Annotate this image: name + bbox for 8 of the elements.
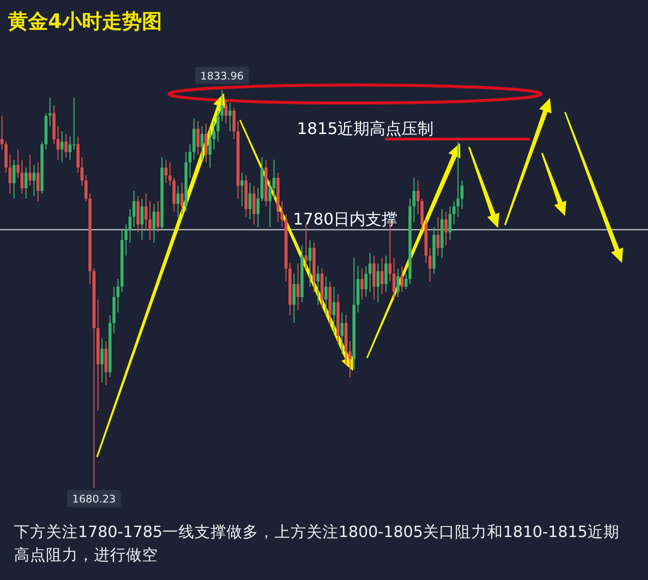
annotation: 下方关注1780-1785一线支撑做多，上方关注1800-1805关口阻力和1810-1815近期高点阻力，进行做空 [14, 522, 620, 566]
annotation: 1680.23 [72, 494, 116, 506]
ref-line-label: 1815近期高点压制 [297, 119, 434, 138]
title: 黄金4小时走势图 [8, 9, 162, 33]
data-label: 1833.96 [195, 67, 249, 84]
annotation: 1833.96 [200, 70, 244, 82]
ref-line-label: 1780日内支撑 [293, 210, 398, 229]
data-label: 1680.23 [67, 490, 121, 507]
